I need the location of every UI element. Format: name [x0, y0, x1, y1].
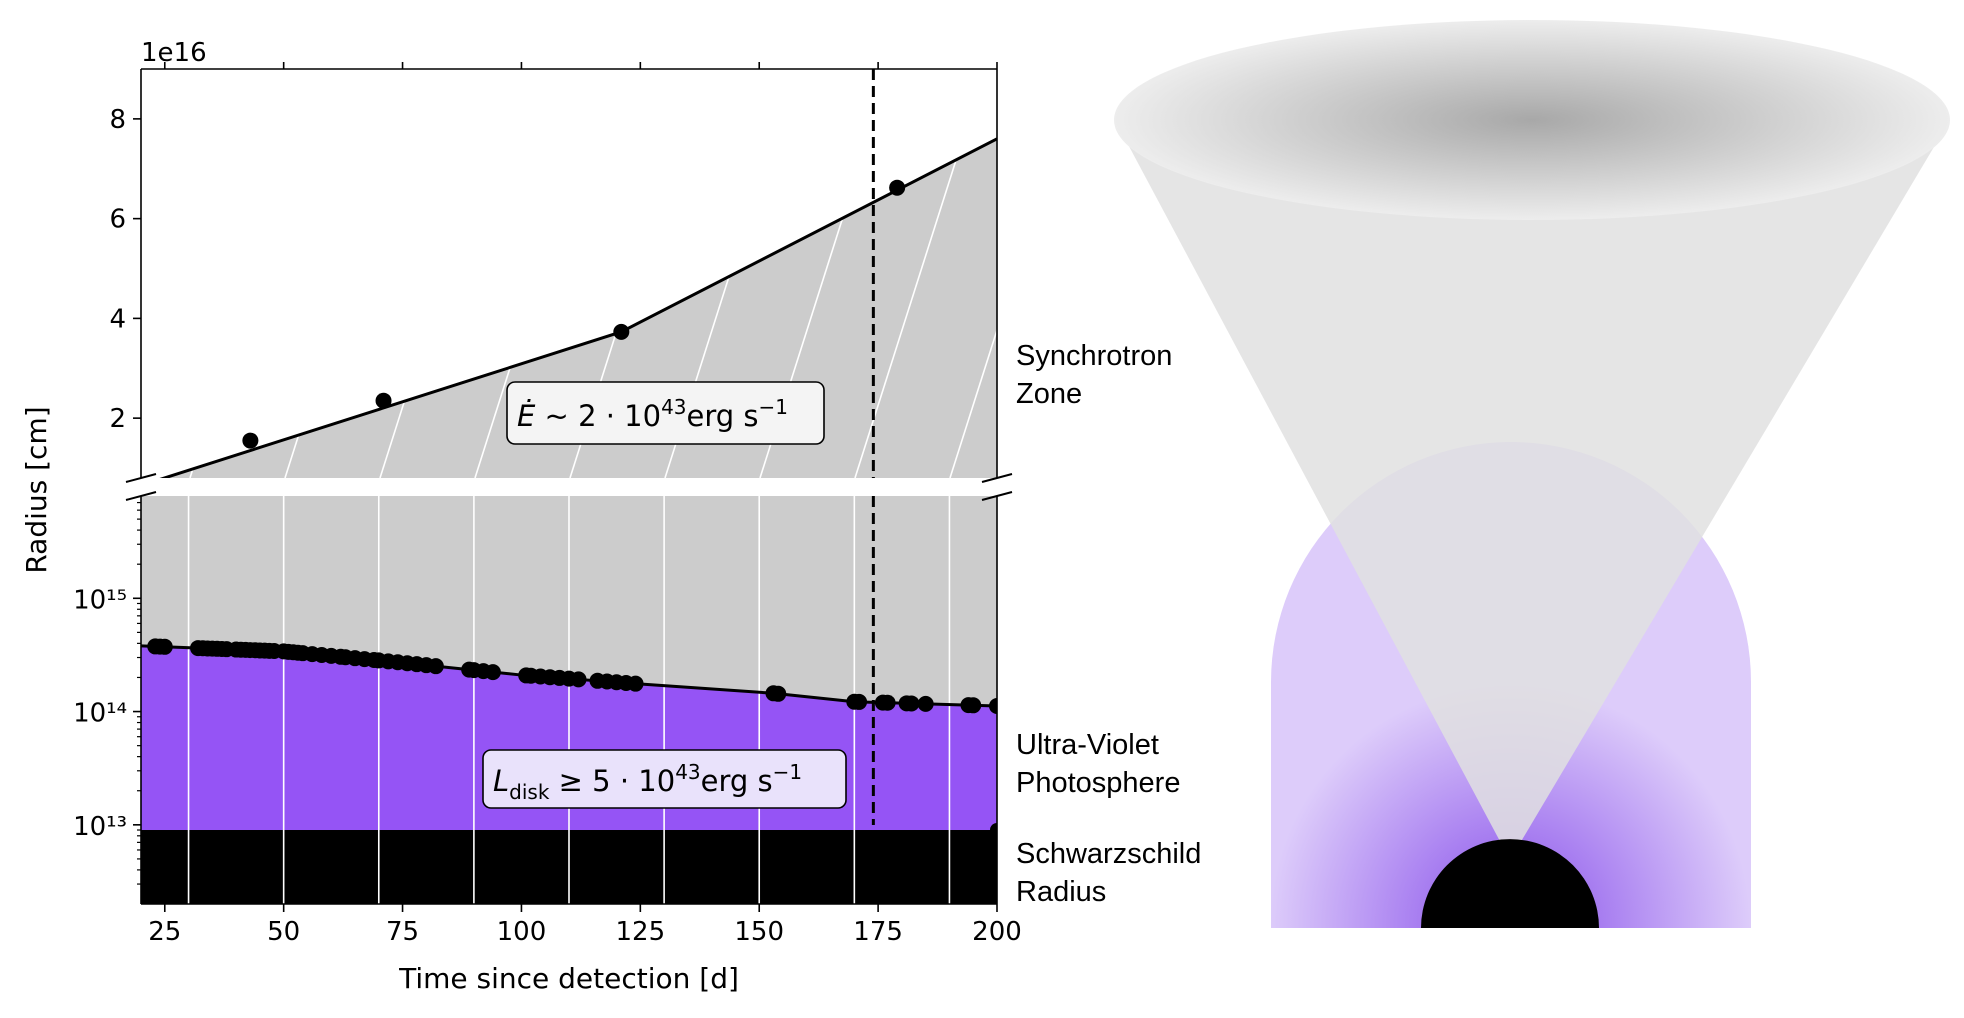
svg-text:Ė ~ 2 · 1043erg s−1: Ė ~ 2 · 1043erg s−1	[517, 395, 788, 433]
lower-y-tick-label: 10¹³	[73, 812, 127, 842]
synchrotron-point	[613, 323, 630, 340]
y-offset-label: 1e16	[141, 38, 207, 68]
photosphere-point	[989, 697, 997, 714]
synchrotron-label-line2: Zone	[1016, 378, 1082, 410]
disk-luminosity-annotation: Ldisk ≥ 5 · 1043erg s−1	[482, 749, 847, 809]
photosphere-point	[627, 675, 644, 692]
photosphere-point	[851, 693, 868, 710]
upper-panel: 2 4 6 8 1e16 Ė ~ 2 · 1043erg s−1 Synchrotro…	[109, 38, 1172, 478]
cone-top-ellipse	[1114, 20, 1950, 220]
photosphere-point	[156, 638, 173, 655]
synchrotron-point	[242, 432, 259, 449]
lower-x-tick-label: 75	[386, 917, 419, 947]
photosphere-point	[570, 671, 587, 688]
upper-y-tick-label: 2	[109, 404, 126, 434]
uv-label-line2: Photosphere	[1016, 767, 1180, 799]
lower-x-tick-label: 50	[267, 917, 300, 947]
upper-y-tick-label: 8	[109, 105, 126, 135]
lower-x-tick-label: 100	[497, 917, 547, 947]
synchrotron-point	[375, 392, 392, 409]
lower-x-tick-label: 150	[734, 917, 784, 947]
synchrotron-points	[242, 179, 906, 449]
photosphere-point	[427, 658, 444, 675]
lower-y-tick-label: 10¹⁴	[73, 699, 127, 729]
lower-y-tick-label: 10¹⁵	[73, 585, 127, 615]
energy-annotation: Ė ~ 2 · 1043erg s−1	[506, 381, 825, 445]
lower-x-ticks: 25 50 75 100 125 150 175 200	[148, 904, 1022, 947]
synchrotron-label-line1: Synchrotron	[1016, 340, 1172, 372]
upper-y-tick-label: 6	[109, 205, 126, 235]
upper-y-ticks: 2 4 6 8	[109, 105, 141, 434]
lower-x-tick-label: 175	[853, 917, 903, 947]
photosphere-point	[770, 685, 787, 702]
upper-x-ticks	[163, 62, 998, 69]
jet-diagram	[1114, 20, 1950, 928]
photosphere-point	[965, 697, 982, 714]
lower-x-tick-label: 200	[972, 917, 1022, 947]
schwarzschild-point	[990, 823, 997, 838]
hatch-line	[949, 138, 997, 478]
uv-label-line1: Ultra-Violet	[1016, 729, 1159, 761]
lower-vertical-grid	[187, 496, 951, 904]
hatch-line	[189, 138, 321, 478]
lower-panel: 25 50 75 100 125 150 175 200 10¹³ 10¹⁴ 10¹⁵ Ldisk…	[73, 496, 1201, 947]
photosphere-points	[147, 638, 997, 714]
photosphere-point	[879, 694, 896, 711]
schwarzschild-label-line2: Radius	[1016, 876, 1106, 908]
lower-y-ticks: 10¹³ 10¹⁴ 10¹⁵	[73, 501, 141, 885]
black-hole	[1421, 839, 1599, 928]
y-axis-label: Radius [cm]	[20, 406, 53, 573]
lower-x-tick-label: 125	[616, 917, 666, 947]
photosphere-point	[484, 664, 501, 681]
photosphere-point	[903, 695, 920, 712]
axis-break-marks	[125, 473, 1013, 501]
schwarzschild-label-line1: Schwarzschild	[1016, 838, 1201, 870]
synchrotron-cone	[1115, 120, 1950, 860]
synchrotron-point	[889, 179, 906, 196]
x-axis-label: Time since detection [d]	[398, 962, 739, 995]
photosphere-point	[917, 695, 934, 712]
hatch-line	[854, 138, 986, 478]
lower-x-tick-label: 25	[148, 917, 181, 947]
svg-text:Ldisk ≥ 5 · 1043erg s−1: Ldisk ≥ 5 · 1043erg s−1	[493, 760, 802, 804]
upper-y-tick-label: 4	[109, 304, 126, 334]
